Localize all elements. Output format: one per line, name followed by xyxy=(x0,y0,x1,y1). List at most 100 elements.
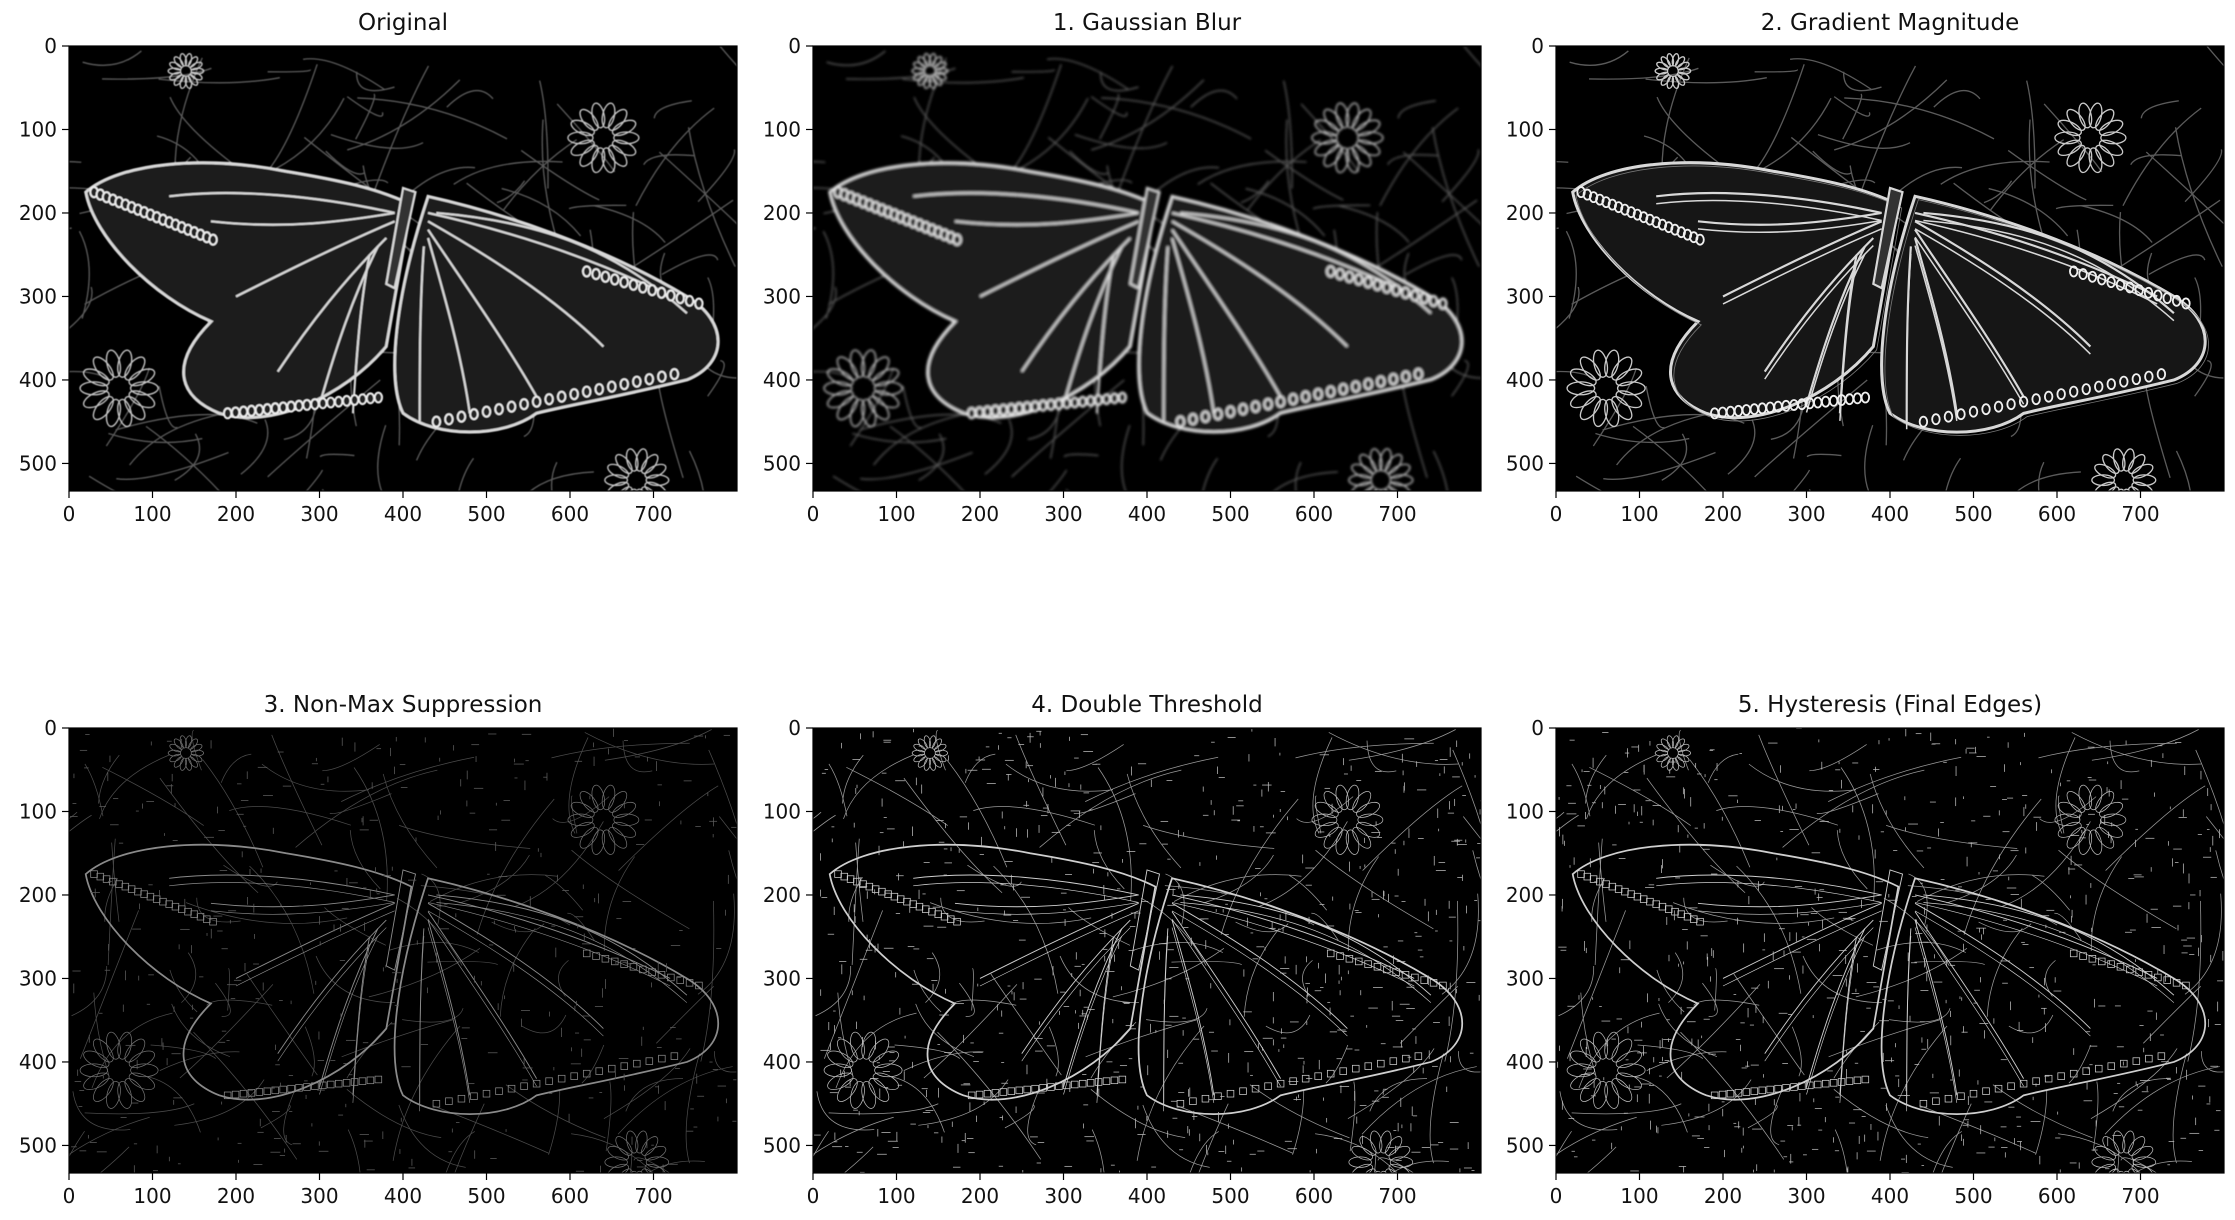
y-tick-label: 0 xyxy=(1531,716,1544,740)
edge-image xyxy=(69,46,737,491)
x-tick-label: 400 xyxy=(1128,502,1166,526)
x-tick-label: 100 xyxy=(133,1184,171,1208)
y-tick-label: 0 xyxy=(44,34,57,58)
image-background xyxy=(1556,728,2224,1173)
y-tick-label: 0 xyxy=(44,716,57,740)
x-tick-label: 300 xyxy=(1787,1184,1825,1208)
y-tick-label: 200 xyxy=(763,883,801,907)
y-tick-label: 200 xyxy=(1506,883,1544,907)
x-tick-label: 300 xyxy=(1787,502,1825,526)
panel-double-threshold: 4. Double Threshold 0 100 200 300 400 500 600 7… xyxy=(763,692,1482,1208)
panel-hysteresis: 5. Hysteresis (Final Edges) 0 100 200 300 40… xyxy=(1506,692,2225,1208)
panel-title: 5. Hysteresis (Final Edges) xyxy=(1737,692,2043,718)
image-axes: 0 100 200 300 400 500 600 700 0 100 200 300 400 500 xyxy=(763,716,1482,1208)
x-tick-label: 0 xyxy=(1550,502,1563,526)
x-tick-label: 700 xyxy=(2121,1184,2159,1208)
y-tick-label: 300 xyxy=(19,966,57,990)
y-tick-label: 300 xyxy=(1506,284,1544,308)
panel-original: Original 0 100 200 300 400 500 600 700 0 100 200 30… xyxy=(19,10,738,526)
x-tick-label: 400 xyxy=(1128,1184,1166,1208)
y-tick-label: 500 xyxy=(1506,451,1544,475)
x-tick-label: 300 xyxy=(1044,1184,1082,1208)
y-tick-label: 400 xyxy=(763,1050,801,1074)
image-axes: 0 100 200 300 400 500 600 700 0 100 200 300 400 500 xyxy=(763,34,1482,526)
y-tick-label: 200 xyxy=(19,883,57,907)
panel-title: 1. Gaussian Blur xyxy=(1052,10,1242,36)
y-tick-label: 300 xyxy=(763,966,801,990)
y-tick-label: 100 xyxy=(763,799,801,823)
image-axes: 0 100 200 300 400 500 600 700 0 100 200 300 400 500 xyxy=(19,34,738,526)
x-tick-label: 500 xyxy=(1211,502,1249,526)
y-tick-label: 300 xyxy=(19,284,57,308)
x-tick-label: 500 xyxy=(1954,502,1992,526)
x-tick-label: 0 xyxy=(807,1184,820,1208)
image-background xyxy=(813,728,1481,1173)
y-tick-label: 400 xyxy=(1506,368,1544,392)
x-tick-label: 300 xyxy=(300,502,338,526)
x-tick-label: 600 xyxy=(2038,1184,2076,1208)
x-tick-label: 700 xyxy=(1378,502,1416,526)
y-tick-label: 400 xyxy=(763,368,801,392)
image-axes: 0 100 200 300 400 500 600 700 0 100 200 300 400 500 xyxy=(1506,716,2225,1208)
edge-image xyxy=(813,728,1481,1173)
y-tick-label: 100 xyxy=(763,117,801,141)
x-tick-label: 200 xyxy=(1704,1184,1742,1208)
x-tick-label: 100 xyxy=(1620,502,1658,526)
x-tick-label: 0 xyxy=(63,1184,76,1208)
y-tick-label: 100 xyxy=(1506,117,1544,141)
y-tick-label: 400 xyxy=(19,1050,57,1074)
x-tick-label: 0 xyxy=(807,502,820,526)
y-tick-label: 400 xyxy=(1506,1050,1544,1074)
y-tick-label: 300 xyxy=(763,284,801,308)
x-tick-label: 100 xyxy=(877,1184,915,1208)
image-axes: 0 100 200 300 400 500 600 700 0 100 200 300 400 500 xyxy=(19,716,738,1208)
x-tick-label: 100 xyxy=(1620,1184,1658,1208)
x-tick-label: 100 xyxy=(877,502,915,526)
x-tick-label: 300 xyxy=(300,1184,338,1208)
edge-image xyxy=(1556,46,2224,491)
panel-title: 2. Gradient Magnitude xyxy=(1760,10,2020,36)
panel-gradient-magnitude: 2. Gradient Magnitude 0 100 200 300 400 500 60… xyxy=(1506,10,2225,526)
x-tick-label: 600 xyxy=(551,502,589,526)
x-tick-label: 400 xyxy=(384,502,422,526)
x-tick-label: 0 xyxy=(63,502,76,526)
x-tick-label: 700 xyxy=(634,502,672,526)
x-tick-label: 500 xyxy=(467,1184,505,1208)
x-tick-label: 200 xyxy=(217,1184,255,1208)
x-tick-label: 300 xyxy=(1044,502,1082,526)
x-tick-label: 700 xyxy=(1378,1184,1416,1208)
panel-title: Original xyxy=(357,10,448,36)
x-tick-label: 600 xyxy=(2038,502,2076,526)
x-tick-label: 200 xyxy=(961,1184,999,1208)
y-tick-label: 500 xyxy=(1506,1133,1544,1157)
x-tick-label: 500 xyxy=(1954,1184,1992,1208)
edge-image xyxy=(1556,728,2224,1173)
panel-non-max-suppression: 3. Non-Max Suppression 0 100 200 300 400 500 6… xyxy=(19,692,738,1208)
x-tick-label: 600 xyxy=(1295,502,1333,526)
y-tick-label: 200 xyxy=(19,201,57,225)
y-tick-label: 100 xyxy=(19,117,57,141)
x-tick-label: 100 xyxy=(133,502,171,526)
y-tick-label: 0 xyxy=(788,34,801,58)
x-tick-label: 400 xyxy=(1871,1184,1909,1208)
image-axes: 0 100 200 300 400 500 600 700 0 100 200 300 400 500 xyxy=(1506,34,2225,526)
edge-image xyxy=(813,46,1481,491)
y-tick-label: 0 xyxy=(788,716,801,740)
y-tick-label: 200 xyxy=(763,201,801,225)
y-tick-label: 100 xyxy=(19,799,57,823)
y-tick-label: 100 xyxy=(1506,799,1544,823)
y-tick-label: 300 xyxy=(1506,966,1544,990)
x-tick-label: 200 xyxy=(1704,502,1742,526)
panel-gaussian-blur: 1. Gaussian Blur 0 100 200 300 400 500 600 700 0… xyxy=(763,10,1482,526)
panel-title: 4. Double Threshold xyxy=(1031,692,1263,718)
y-tick-label: 500 xyxy=(763,451,801,475)
image-background xyxy=(69,728,737,1173)
y-tick-label: 500 xyxy=(763,1133,801,1157)
x-tick-label: 0 xyxy=(1550,1184,1563,1208)
x-tick-label: 400 xyxy=(1871,502,1909,526)
x-tick-label: 400 xyxy=(384,1184,422,1208)
x-tick-label: 700 xyxy=(2121,502,2159,526)
x-tick-label: 200 xyxy=(217,502,255,526)
y-tick-label: 500 xyxy=(19,1133,57,1157)
